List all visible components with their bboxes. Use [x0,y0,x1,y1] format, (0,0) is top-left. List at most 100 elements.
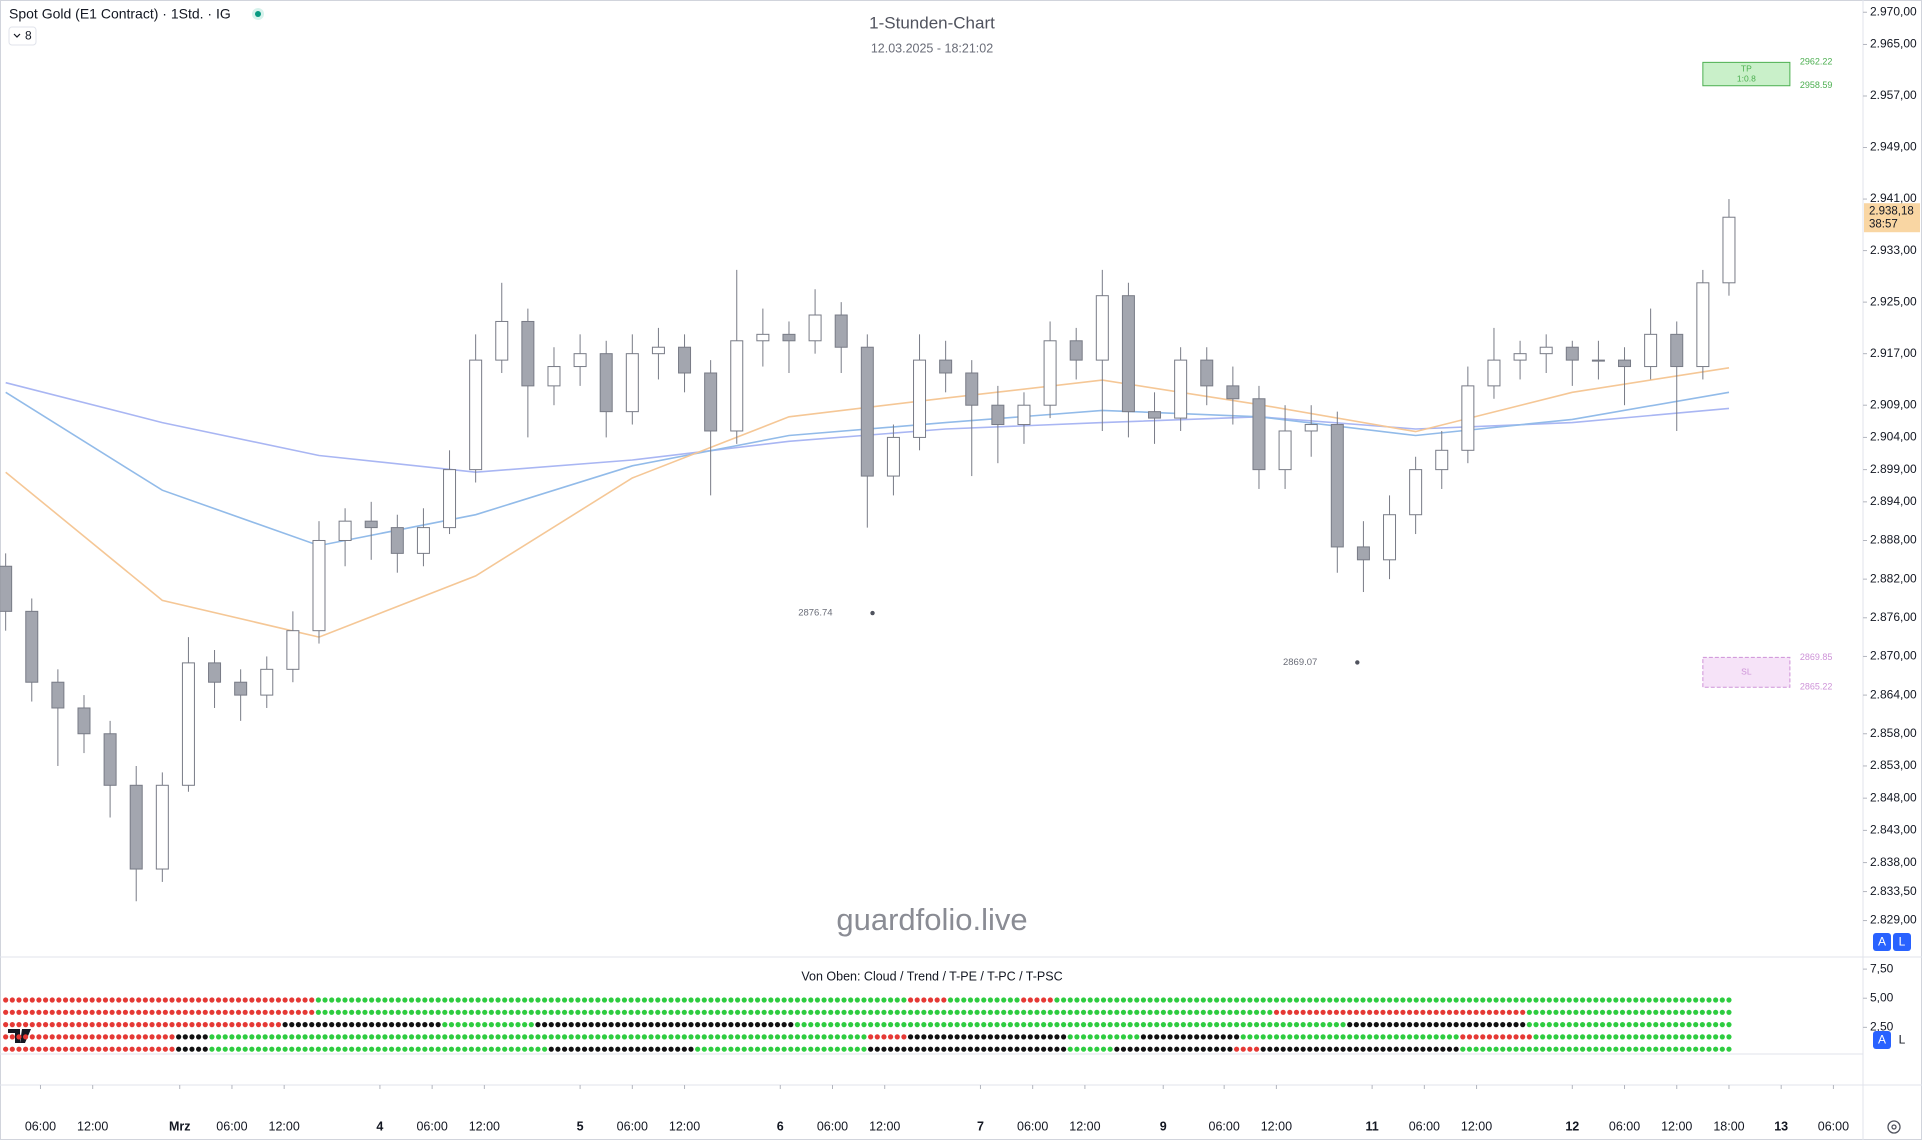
signal-dot [981,1022,987,1028]
signal-dot [1240,1009,1246,1015]
signal-dot [595,997,601,1003]
signal-dot [1160,1046,1167,1052]
signal-dot [848,1009,854,1015]
signal-dot [355,1034,361,1040]
signal-dot [1207,1034,1213,1040]
signal-dot [828,1046,834,1052]
signal-dot [249,1034,255,1040]
scale-button[interactable] [1893,933,1911,951]
signal-dot [262,1034,268,1040]
signal-dot [96,997,102,1003]
signal-dot [1313,1034,1320,1040]
signal-dot [149,1046,155,1052]
signal-dot [1520,1046,1526,1052]
signal-dot [9,1009,15,1015]
signal-dot [1174,1009,1180,1015]
signal-dot [1453,1034,1459,1040]
signal-dot [462,1022,468,1028]
signal-dot [1400,997,1406,1003]
signal-dot [887,1022,894,1028]
signal-dot [721,997,727,1003]
signal-dot [196,1034,202,1040]
x-tick-label: 11 [1366,1119,1379,1133]
signal-dot [821,1009,827,1015]
signal-dot [1074,1022,1080,1028]
signal-dot [1693,1009,1699,1015]
signal-dot [575,1009,581,1015]
scale-button[interactable] [1873,933,1891,951]
dot-segment [1460,1046,1732,1052]
signal-dot [1300,997,1306,1003]
signal-dot [734,1046,741,1052]
signal-dot [1074,1046,1080,1052]
signal-dot [149,1022,155,1028]
signal-dot [1140,1046,1147,1052]
signal-dot [56,1034,62,1040]
signal-dot [56,1009,62,1015]
signal-dot [601,1009,608,1015]
signal-dot [974,1034,980,1040]
candle-body [1435,449,1449,471]
collapse-badge[interactable] [8,26,37,46]
signal-dot [1333,997,1339,1003]
signal-dot [388,1034,395,1040]
signal-dot [335,1034,341,1040]
signal-dot [708,1034,714,1040]
signal-dot [1513,1034,1519,1040]
signal-dot [402,1034,408,1040]
signal-dot [1579,1034,1586,1040]
signal-dot [1526,1009,1532,1015]
signal-dot [801,1034,807,1040]
signal-dot [435,1034,441,1040]
signal-dot [1426,1022,1433,1028]
signal-dot [1054,1022,1060,1028]
signal-dot [1154,997,1160,1003]
signal-dot [941,1022,947,1028]
settings-icon[interactable] [1887,1120,1901,1134]
signal-dot [1273,997,1280,1003]
signal-dot [1520,1022,1526,1028]
signal-dot [848,1034,854,1040]
signal-dot [1406,1034,1413,1040]
signal-dot [475,1046,481,1052]
signal-dot [934,1034,940,1040]
y-tick-label: 2.957,00 [1870,88,1917,102]
x-tick-label: 12:00 [669,1119,700,1133]
signal-dot [1180,1046,1186,1052]
candle-body [416,527,430,554]
signal-dot [1613,1046,1619,1052]
candle-body [286,630,300,670]
signal-dot [635,997,641,1003]
signal-dot [881,1034,887,1040]
x-tick-label: Mrz [169,1119,191,1133]
signal-dot [608,1046,614,1052]
signal-dot [748,1046,754,1052]
last-price-label: 2.938,18 [1869,205,1914,217]
signal-dot [1074,1034,1080,1040]
y-tick-label: 2.970,00 [1870,4,1917,18]
signal-dot [1260,1046,1266,1052]
signal-dot [255,1034,262,1040]
signal-dot [881,1009,887,1015]
signal-dot [1726,1046,1732,1052]
x-tick-label: 12:00 [269,1119,300,1133]
x-tick-label: 12:00 [1461,1119,1492,1133]
candle-body [1304,424,1318,432]
signal-dot [482,1009,488,1015]
signal-dot [1593,1034,1599,1040]
signal-dot [435,997,441,1003]
signal-dot [1480,1046,1486,1052]
signal-dot [1347,1046,1353,1052]
candle-body [1539,346,1553,355]
signal-dot [388,1009,395,1015]
signal-dot [695,1034,701,1040]
scale-button[interactable] [1873,1031,1891,1049]
signal-dot [209,1034,215,1040]
signal-dot [701,1046,707,1052]
signal-dot [142,1022,148,1028]
signal-dot [754,1034,761,1040]
signal-dot [1653,1046,1659,1052]
scale-button[interactable] [1893,1031,1911,1049]
signal-dot [1327,1034,1333,1040]
candle-body [1409,469,1423,516]
